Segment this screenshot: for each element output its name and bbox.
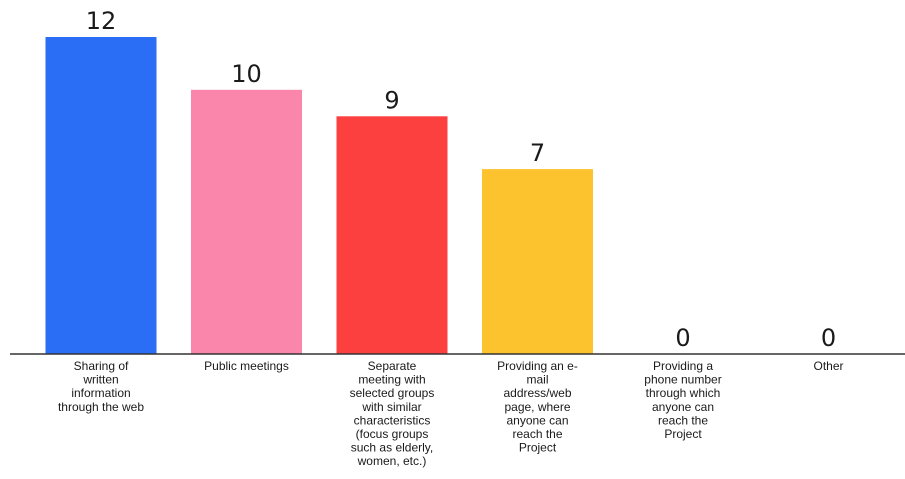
data-label-4: 7 <box>530 139 545 167</box>
bar-2 <box>191 89 302 355</box>
category-label-3: Separate meeting with selected groups with … <box>350 359 435 468</box>
data-label-1: 12 <box>86 7 117 35</box>
data-label-3: 9 <box>384 86 399 114</box>
category-label-5: Providing a phone number through which anyo… <box>644 359 721 441</box>
category-labels-group: Sharing of written information through the … <box>58 359 844 468</box>
category-label-4: Providing an e-mail address/web page, wher… <box>497 359 578 455</box>
category-label-1: Sharing of written information through the … <box>58 359 144 414</box>
category-label-2: Public meetings <box>204 359 289 373</box>
category-label-6: Other <box>813 359 843 373</box>
data-label-5: 0 <box>675 324 690 352</box>
bar-1 <box>45 37 157 354</box>
bars-group <box>45 37 593 355</box>
data-labels-group: 12 10 9 7 0 0 <box>86 7 836 352</box>
data-label-6: 0 <box>821 324 836 352</box>
data-label-2: 10 <box>231 60 262 88</box>
bar-4 <box>482 169 593 354</box>
bar-3 <box>336 116 448 355</box>
